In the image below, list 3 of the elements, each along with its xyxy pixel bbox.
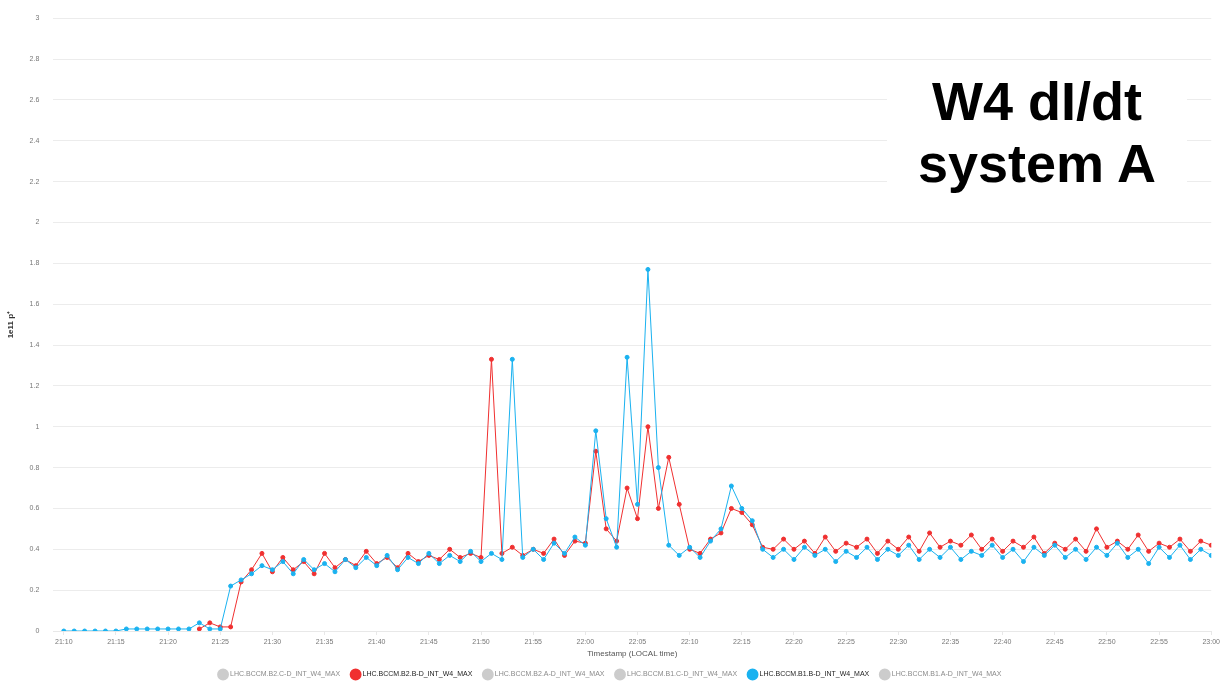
x-axis-title: Timestamp (LOCAL time) xyxy=(587,649,678,659)
text: W4 dI/dt system A xyxy=(887,70,1187,194)
y-axis-title: 1e11 p⁺ xyxy=(6,310,15,339)
